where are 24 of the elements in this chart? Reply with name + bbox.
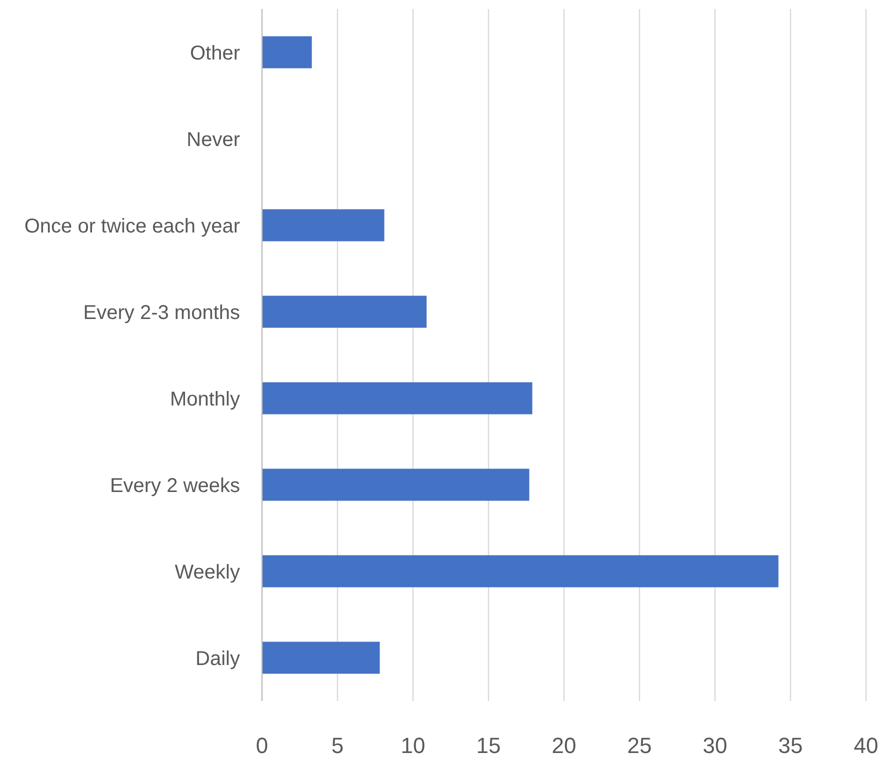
bar (262, 555, 778, 588)
x-tick-label: 30 (702, 733, 728, 758)
bar (262, 209, 384, 242)
x-tick-label: 0 (256, 733, 268, 758)
bar (262, 382, 532, 414)
y-tick-label: Every 2 weeks (110, 474, 240, 497)
y-tick-label: Every 2-3 months (83, 302, 240, 324)
y-tick-label: Never (186, 128, 240, 151)
x-tick-label: 15 (476, 733, 501, 758)
x-tick-label: 35 (778, 733, 803, 758)
y-tick-label: Daily (196, 648, 240, 670)
bar (262, 468, 530, 501)
x-tick-label: 20 (552, 733, 576, 758)
bar (262, 642, 380, 674)
y-tick-label: Monthly (170, 388, 240, 410)
y-tick-label: Once or twice each year (24, 215, 240, 238)
x-tick-label: 25 (627, 733, 652, 758)
y-tick-label: Other (190, 42, 240, 64)
bar (262, 36, 312, 68)
x-tick-label: 40 (854, 733, 878, 758)
x-tick-label: 5 (331, 733, 344, 758)
bar (262, 296, 427, 328)
y-tick-label: Weekly (174, 561, 240, 584)
x-tick-label: 10 (400, 733, 426, 758)
